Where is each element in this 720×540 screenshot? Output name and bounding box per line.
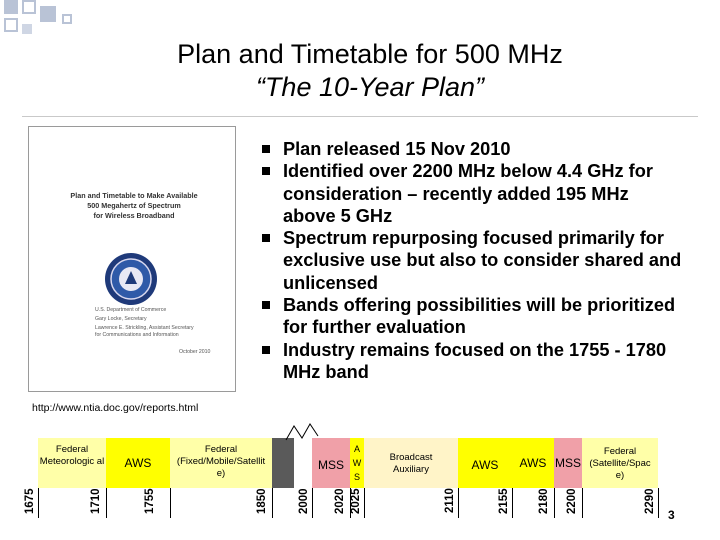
band-federal-meteorological: Federal Meteorologic al xyxy=(38,438,106,488)
freq-label-1710: 1710 xyxy=(90,488,102,514)
freq-label-2200: 2200 xyxy=(566,488,578,514)
report-cover-image: Plan and Timetable to Make Available 500… xyxy=(28,126,236,392)
band-federal-fixed-mobile-satellite: Federal (Fixed/Mobile/Satellit e) xyxy=(170,438,272,488)
bullet-square-icon xyxy=(262,167,270,176)
report-cover-title: Plan and Timetable to Make Available 500… xyxy=(70,191,198,220)
tick xyxy=(512,488,513,518)
corner-squares-decoration xyxy=(0,0,90,50)
tick xyxy=(658,488,659,518)
bullet-square-icon xyxy=(262,345,270,354)
band-gap-dark xyxy=(272,438,294,488)
page-number: 3 xyxy=(668,508,675,522)
freq-label-1850: 1850 xyxy=(256,488,268,514)
bullet-item: Spectrum repurposing focused primarily f… xyxy=(262,227,682,294)
band-mss-2: MSS xyxy=(554,438,582,488)
axis-break-icon xyxy=(285,423,319,441)
tick xyxy=(554,488,555,518)
band-aws-small: A W S xyxy=(350,438,364,488)
tick xyxy=(364,488,365,518)
bullet-square-icon xyxy=(262,145,270,153)
tick xyxy=(458,488,459,518)
title-divider xyxy=(22,116,698,117)
title-line-1: Plan and Timetable for 500 MHz xyxy=(177,39,563,69)
title-line-2: “The 10-Year Plan” xyxy=(255,72,485,102)
tick xyxy=(312,488,313,518)
report-cover-department: U.S. Department of Commerce Gary Locke, … xyxy=(95,307,194,338)
slide-title: Plan and Timetable for 500 MHz “The 10-Y… xyxy=(60,38,680,104)
band-broadcast-auxiliary: Broadcast Auxiliary xyxy=(364,438,458,488)
band-aws-3: AWS xyxy=(512,438,554,488)
freq-label-1675: 1675 xyxy=(24,488,36,514)
bullet-item: Plan released 15 Nov 2010 xyxy=(262,138,682,160)
bullet-square-icon xyxy=(262,234,270,243)
bullet-item: Identified over 2200 MHz below 4.4 GHz f… xyxy=(262,160,682,227)
bullet-square-icon xyxy=(262,301,270,310)
tick xyxy=(350,488,351,518)
freq-label-2020: 2020 xyxy=(334,488,346,514)
band-federal-satellite-space: Federal (Satellite/Spac e) xyxy=(582,438,658,488)
freq-label-2110: 2110 xyxy=(444,488,456,513)
tick xyxy=(170,488,171,518)
band-mss-1: MSS xyxy=(312,438,350,488)
band-aws-2: AWS xyxy=(458,438,512,488)
bullet-item: Industry remains focused on the 1755 - 1… xyxy=(262,339,682,384)
freq-label-2025: 2025 xyxy=(350,488,362,514)
freq-label-2180: 2180 xyxy=(538,488,550,514)
bullet-list: Plan released 15 Nov 2010 Identified ove… xyxy=(262,138,682,383)
bullet-item: Bands offering possibilities will be pri… xyxy=(262,294,682,339)
report-cover-date: October 2010 xyxy=(179,349,211,355)
tick xyxy=(272,488,273,518)
freq-label-2290: 2290 xyxy=(644,488,656,514)
tick xyxy=(106,488,107,518)
band-aws-1: AWS xyxy=(106,438,170,488)
freq-label-2155: 2155 xyxy=(498,488,510,514)
freq-label-1755: 1755 xyxy=(144,488,156,514)
band-gap-white xyxy=(294,438,312,488)
tick xyxy=(38,488,39,518)
report-url[interactable]: http://www.ntia.doc.gov/reports.html xyxy=(32,402,199,414)
freq-label-2000: 2000 xyxy=(298,488,310,514)
doc-seal-icon xyxy=(105,253,157,305)
tick xyxy=(582,488,583,518)
